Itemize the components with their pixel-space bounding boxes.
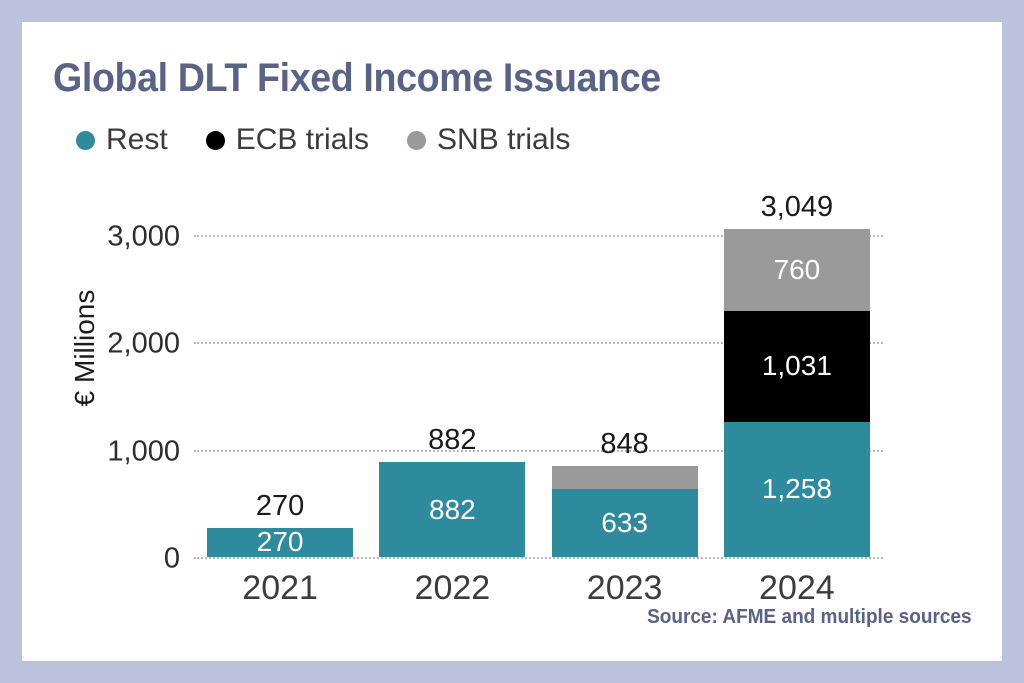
bar-group[interactable]: 1,258 1,031 760 3,049 2024 [723, 191, 870, 607]
legend-label: SNB trials [437, 123, 571, 156]
gridline: 1,000 [107, 435, 883, 467]
y-axis-title: € Millions [69, 289, 100, 407]
x-axis-tick-label: 2024 [759, 569, 835, 607]
bar-stack: 882 [379, 462, 526, 557]
plot-area: 0 1,000 2,000 3,000 270 270 2021 882 882 2022 633 8… [107, 191, 883, 607]
legend-dot-icon [407, 130, 427, 150]
bar-total-label: 3,049 [760, 191, 834, 224]
legend-item-snb-trials[interactable]: SNB trials [407, 125, 570, 155]
legend-item-ecb-trials[interactable]: ECB trials [205, 123, 370, 156]
bar-segment-value-label: 270 [256, 527, 304, 557]
bar-segment-snb-trials[interactable]: 760 [723, 229, 870, 311]
bar-total-label: 882 [428, 424, 477, 457]
bar-segment-rest[interactable]: 270 [207, 527, 354, 557]
y-axis-tick-label: 2,000 [107, 327, 180, 360]
bar-segment-snb-trials[interactable] [551, 465, 698, 489]
chart-legend: Rest ECB trials SNB trials [76, 125, 570, 155]
page-title: Global DLT Fixed Income Issuance [53, 56, 661, 100]
legend-dot-icon [76, 130, 95, 150]
bar-segment-rest[interactable]: 633 [551, 488, 698, 557]
y-axis-tick-label: 0 [163, 542, 180, 575]
x-axis-tick-label: 2023 [586, 569, 663, 607]
bar-total-label: 270 [255, 489, 305, 522]
bar-segment-value-label: 1,258 [761, 473, 832, 505]
bar-group[interactable]: 270 270 2021 [207, 213, 354, 607]
bar-segment-value-label: 633 [601, 506, 648, 538]
legend-item-rest[interactable]: Rest [76, 125, 168, 155]
bar-stack: 1,258 1,031 760 [723, 229, 870, 557]
legend-dot-icon [205, 130, 225, 150]
bar-total-label: 848 [600, 427, 649, 460]
bar-stack: 633 [551, 465, 698, 557]
chart-card: Global DLT Fixed Income Issuance Rest EC… [22, 22, 1002, 661]
bar-segment-rest[interactable]: 1,258 [723, 421, 870, 557]
x-axis-tick-label: 2021 [242, 569, 318, 607]
gridline: 2,000 [107, 328, 883, 360]
legend-label: Rest [106, 123, 168, 156]
x-axis-tick-label: 2022 [414, 569, 491, 607]
bar-segment-value-label: 760 [773, 254, 821, 286]
bar-stack: 270 [207, 527, 354, 557]
bar-group[interactable]: 882 882 2022 [379, 213, 526, 607]
y-axis-tick-label: 3,000 [107, 220, 180, 252]
gridline: 0 [164, 543, 883, 575]
bar-segment-value-label: 1,031 [761, 350, 832, 382]
bar-group[interactable]: 633 848 2023 [551, 213, 698, 607]
y-axis-tick-label: 1,000 [107, 435, 180, 467]
source-note: Source: AFME and multiple sources [647, 606, 972, 628]
bar-segment-ecb-trials[interactable]: 1,031 [723, 310, 870, 422]
bar-segment-value-label: 882 [429, 493, 476, 525]
chart-plot-wrapper: € Millions 0 1,000 2,000 3,000 270 270 2021 882… [22, 22, 1002, 661]
legend-label: ECB trials [235, 123, 370, 156]
gridline: 3,000 [107, 220, 883, 252]
bar-segment-rest[interactable]: 882 [379, 462, 526, 557]
